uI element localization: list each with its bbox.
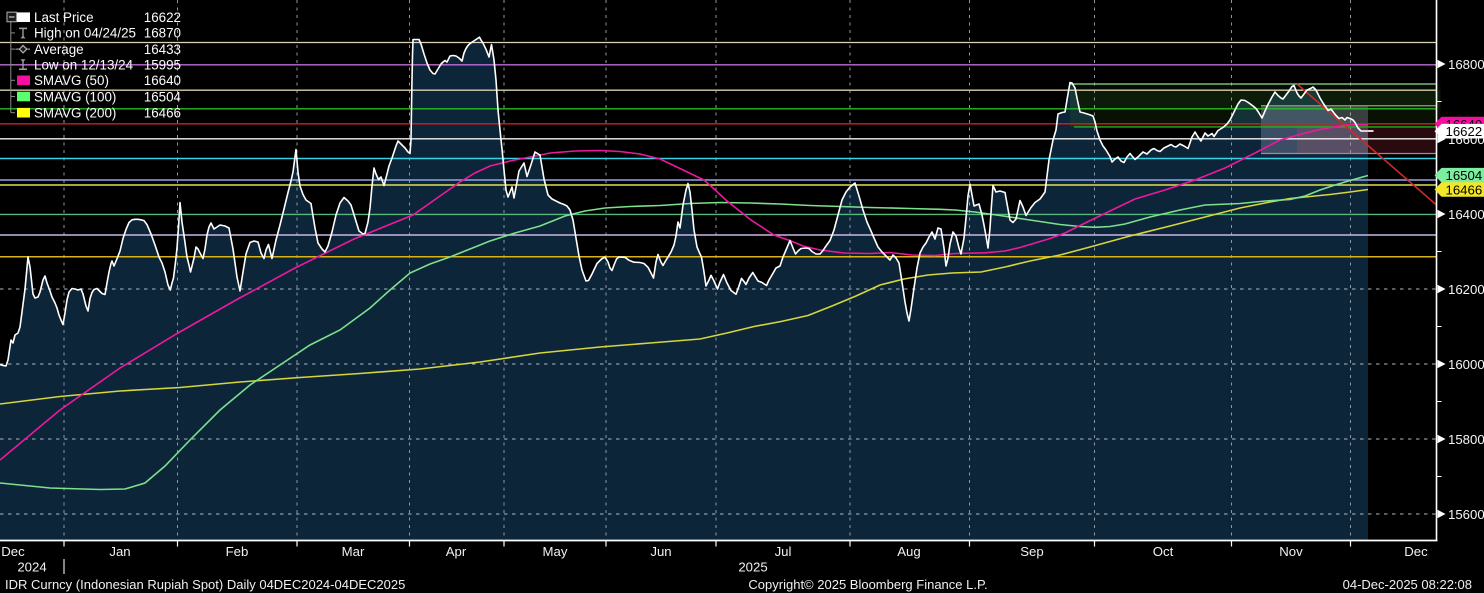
svg-text:2025: 2025 <box>738 560 767 575</box>
svg-text:SMAVG (200): SMAVG (200) <box>34 106 116 121</box>
svg-text:16870: 16870 <box>144 26 181 41</box>
svg-text:Jan: Jan <box>109 544 130 559</box>
svg-text:15995: 15995 <box>144 58 181 73</box>
svg-text:Dec: Dec <box>1404 544 1428 559</box>
svg-text:Nov: Nov <box>1279 544 1303 559</box>
svg-text:16200: 16200 <box>1448 282 1484 297</box>
svg-text:16504: 16504 <box>144 89 182 104</box>
svg-text:16433: 16433 <box>144 42 181 57</box>
svg-text:SMAVG (50): SMAVG (50) <box>34 73 109 88</box>
svg-text:16000: 16000 <box>1448 357 1484 372</box>
svg-text:Average: Average <box>34 42 84 57</box>
svg-text:IDR Curncy (Indonesian Rupiah: IDR Curncy (Indonesian Rupiah Spot) Dail… <box>5 577 405 592</box>
svg-text:Mar: Mar <box>342 544 365 559</box>
svg-text:Apr: Apr <box>446 544 467 559</box>
svg-text:15800: 15800 <box>1448 432 1484 447</box>
svg-text:16504: 16504 <box>1446 168 1483 183</box>
svg-text:2024: 2024 <box>17 560 46 575</box>
svg-text:May: May <box>543 544 568 559</box>
svg-text:16400: 16400 <box>1448 207 1484 222</box>
svg-text:Feb: Feb <box>226 544 249 559</box>
svg-text:Oct: Oct <box>1153 544 1174 559</box>
svg-text:Last Price: Last Price <box>34 10 94 25</box>
svg-text:Low on 12/13/24: Low on 12/13/24 <box>34 58 134 73</box>
svg-text:16466: 16466 <box>1446 182 1483 197</box>
svg-text:Sep: Sep <box>1020 544 1043 559</box>
svg-text:04-Dec-2025 08:22:08: 04-Dec-2025 08:22:08 <box>1343 577 1472 592</box>
svg-text:Jun: Jun <box>650 544 671 559</box>
svg-text:Aug: Aug <box>897 544 920 559</box>
svg-text:SMAVG (100): SMAVG (100) <box>34 89 116 104</box>
svg-text:Jul: Jul <box>775 544 792 559</box>
svg-text:Copyright© 2025 Bloomberg Fina: Copyright© 2025 Bloomberg Finance L.P. <box>748 577 987 592</box>
svg-text:16800: 16800 <box>1448 57 1484 72</box>
svg-text:Dec: Dec <box>1 544 25 559</box>
svg-text:16466: 16466 <box>144 106 181 121</box>
svg-text:16622: 16622 <box>1446 124 1483 139</box>
svg-text:16622: 16622 <box>144 10 181 25</box>
svg-text:15600: 15600 <box>1448 507 1484 522</box>
svg-text:16640: 16640 <box>144 73 181 88</box>
svg-text:High on 04/24/25: High on 04/24/25 <box>34 26 136 41</box>
